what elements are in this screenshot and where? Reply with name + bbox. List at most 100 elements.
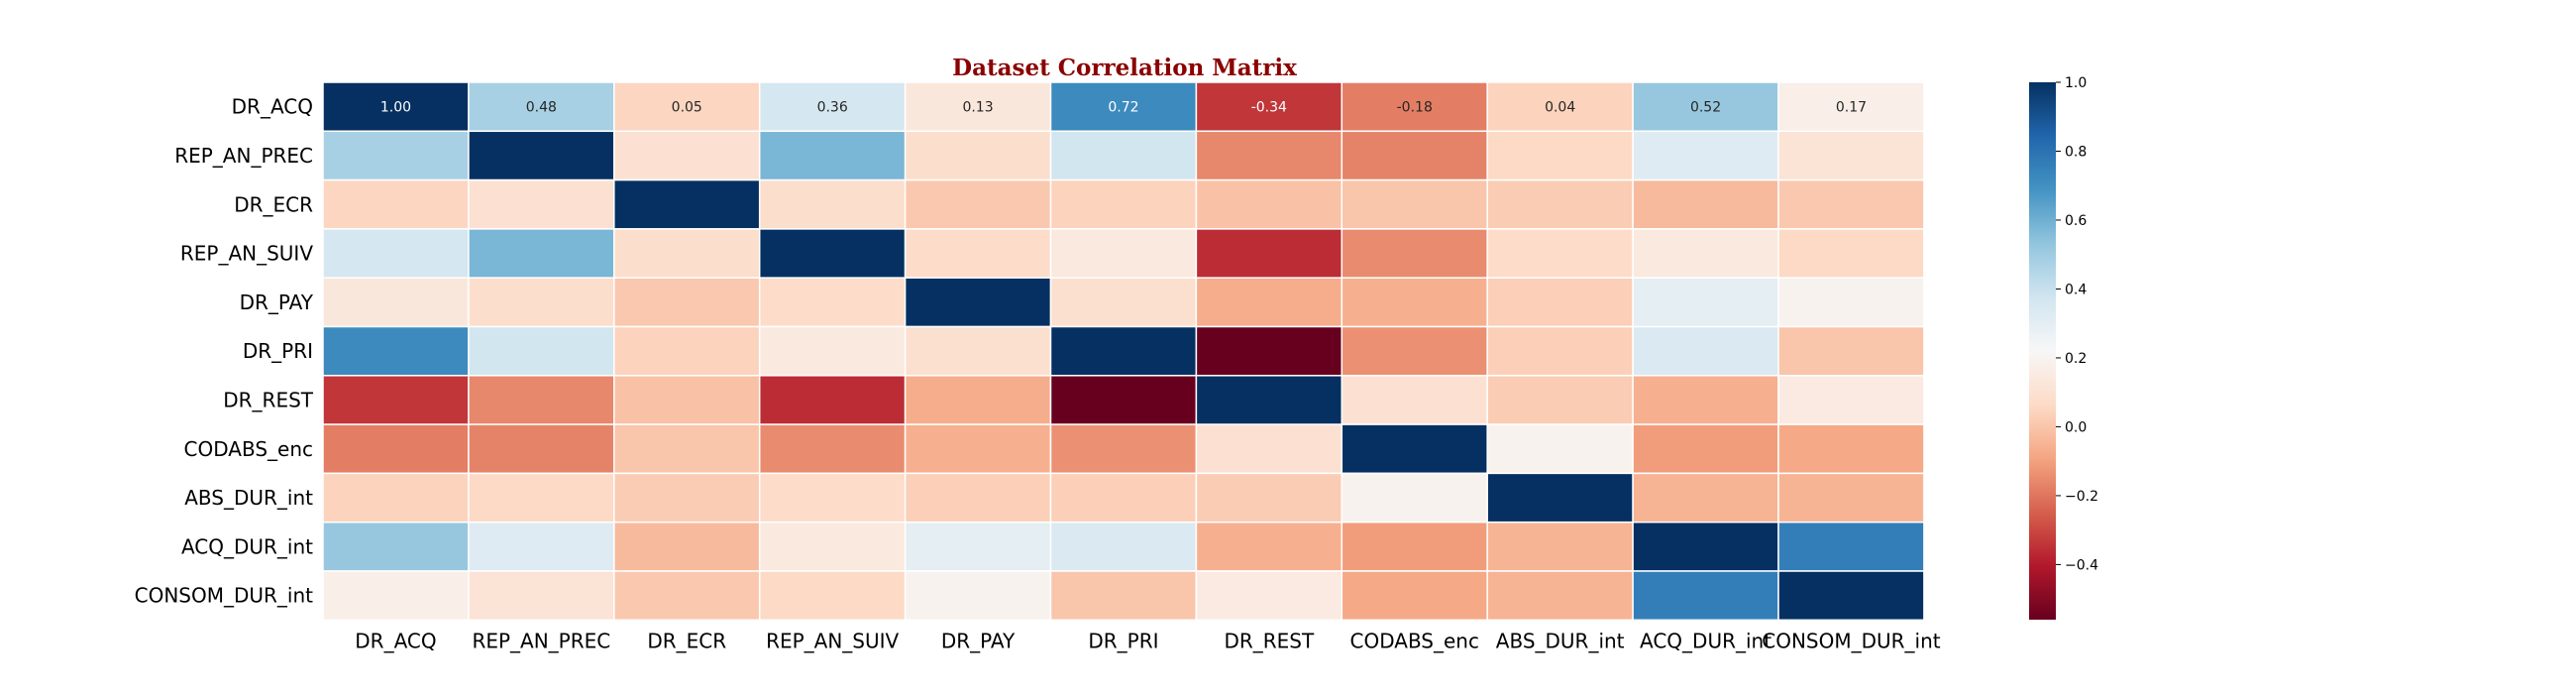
heatmap-cell-CONSOM_DUR_int-DR_PAY [904, 570, 1052, 622]
heatmap-cell-REP_AN_PREC-DR_ACQ [322, 130, 470, 181]
heatmap-cell-ACQ_DUR_int-DR_ACQ [322, 521, 470, 572]
heatmap-cell-ACQ_DUR_int-DR_REST [1195, 521, 1343, 572]
colorbar-tick-label: 1.0 [2065, 75, 2087, 91]
heatmap-cell-ABS_DUR_int-DR_ACQ [322, 472, 470, 524]
heatmap-cell-CODABS_enc-DR_REST [1195, 423, 1343, 475]
heatmap-cell-DR_ACQ-DR_ECR [613, 81, 761, 133]
heatmap-cell-DR_ACQ-DR_ACQ [322, 81, 470, 133]
colorbar-gradient [2029, 82, 2056, 620]
heatmap-cell-REP_AN_PREC-REP_AN_SUIV [758, 130, 907, 181]
heatmap-cell-CONSOM_DUR_int-DR_REST [1195, 570, 1343, 622]
heatmap-cell-REP_AN_PREC-ABS_DUR_int [1486, 130, 1634, 181]
heatmap-cell-REP_AN_SUIV-DR_PRI [1049, 228, 1198, 279]
heatmap-cells: 1.00 0.48 0.05 0.36 0.13 0.72 -0.34 -0.18 0.04 0.… [322, 81, 1925, 622]
heatmap-cell-DR_REST-ACQ_DUR_int [1632, 375, 1779, 425]
heatmap-cell-DR_PRI-DR_ECR [613, 325, 761, 377]
heatmap-cell-DR_PAY-CODABS_enc [1341, 277, 1488, 328]
colorbar-tick-label: 0.0 [2065, 419, 2087, 435]
heatmap-cell-DR_ECR-DR_REST [1195, 178, 1343, 230]
heatmap-cell-ACQ_DUR_int-CONSOM_DUR_int [1777, 521, 1925, 572]
heatmap-cell-DR_REST-REP_AN_PREC [468, 375, 615, 425]
heatmap-cell-CONSOM_DUR_int-CODABS_enc [1341, 570, 1488, 622]
column-label: REP_AN_SUIV [766, 629, 899, 652]
heatmap-cell-DR_PAY-ACQ_DUR_int [1632, 277, 1779, 328]
heatmap-cell-DR_ECR-ACQ_DUR_int [1632, 178, 1779, 230]
heatmap-cell-REP_AN_SUIV-CODABS_enc [1341, 228, 1488, 279]
cell-value-label: 0.72 [1108, 100, 1138, 116]
heatmap-cell-DR_REST-DR_REST [1195, 375, 1343, 425]
heatmap-cell-DR_PAY-DR_PRI [1049, 277, 1198, 328]
heatmap-cell-ACQ_DUR_int-DR_PRI [1049, 521, 1198, 572]
heatmap-cell-DR_ACQ-REP_AN_PREC [468, 81, 615, 133]
column-label: CONSOM_DUR_int [1762, 629, 1941, 652]
heatmap-cell-DR_REST-CODABS_enc [1341, 375, 1488, 425]
heatmap-cell-DR_PAY-DR_ACQ [322, 277, 470, 328]
heatmap-cell-REP_AN_SUIV-ACQ_DUR_int [1632, 228, 1779, 279]
heatmap-cell-ABS_DUR_int-CONSOM_DUR_int [1777, 472, 1925, 524]
heatmap-cell-REP_AN_SUIV-CONSOM_DUR_int [1777, 228, 1925, 279]
row-label: DR_ACQ [232, 95, 313, 119]
heatmap-cell-DR_ECR-DR_ACQ [322, 178, 470, 230]
heatmap-cell-CODABS_enc-ABS_DUR_int [1486, 423, 1634, 475]
colorbar-tick-label: 0.2 [2065, 351, 2087, 367]
column-label: CODABS_enc [1350, 629, 1479, 652]
heatmap-cell-CONSOM_DUR_int-REP_AN_PREC [468, 570, 615, 622]
heatmap-cell-REP_AN_SUIV-REP_AN_PREC [468, 228, 615, 279]
heatmap-cell-REP_AN_SUIV-DR_PAY [904, 228, 1052, 279]
heatmap-cell-CODABS_enc-ACQ_DUR_int [1632, 423, 1779, 475]
heatmap-cell-DR_ECR-REP_AN_SUIV [758, 178, 907, 230]
heatmap-cell-DR_ECR-DR_PAY [904, 178, 1052, 230]
heatmap-cell-ABS_DUR_int-DR_REST [1195, 472, 1343, 524]
heatmap-cell-ABS_DUR_int-REP_AN_PREC [468, 472, 615, 524]
cell-value-label: -0.18 [1397, 100, 1433, 116]
heatmap-cell-REP_AN_SUIV-DR_REST [1195, 228, 1343, 279]
heatmap-cell-DR_PAY-REP_AN_SUIV [758, 277, 907, 328]
heatmap-cell-ACQ_DUR_int-REP_AN_SUIV [758, 521, 907, 572]
cell-value-label: 0.52 [1690, 100, 1721, 116]
heatmap-cell-DR_PAY-REP_AN_PREC [468, 277, 615, 328]
column-label: DR_PRI [1088, 629, 1158, 652]
heatmap-cell-DR_ECR-CONSOM_DUR_int [1777, 178, 1925, 230]
cell-value-label: 0.05 [672, 100, 702, 116]
heatmap-cell-ACQ_DUR_int-ABS_DUR_int [1486, 521, 1634, 572]
heatmap-cell-DR_PRI-ACQ_DUR_int [1632, 325, 1779, 377]
row-label: DR_REST [223, 388, 314, 411]
heatmap-cell-REP_AN_PREC-DR_ECR [613, 130, 761, 181]
column-label: REP_AN_PREC [472, 629, 610, 652]
heatmap-cell-REP_AN_PREC-CONSOM_DUR_int [1777, 130, 1925, 181]
heatmap-cell-DR_ECR-REP_AN_PREC [468, 178, 615, 230]
heatmap-cell-CONSOM_DUR_int-CONSOM_DUR_int [1777, 570, 1925, 622]
cell-value-label: 1.00 [380, 100, 411, 116]
heatmap-cell-DR_PAY-DR_PAY [904, 277, 1052, 328]
heatmap-cell-CONSOM_DUR_int-ACQ_DUR_int [1632, 570, 1779, 622]
heatmap-cell-ACQ_DUR_int-REP_AN_PREC [468, 521, 615, 572]
heatmap-cell-DR_ACQ-DR_PRI [1049, 81, 1198, 133]
heatmap-cell-DR_ECR-DR_PRI [1049, 178, 1198, 230]
heatmap-cell-DR_REST-DR_PAY [904, 375, 1052, 425]
heatmap-cell-CODABS_enc-DR_ACQ [322, 423, 470, 475]
cell-value-label: 0.13 [962, 100, 993, 116]
heatmap-cell-ABS_DUR_int-CODABS_enc [1341, 472, 1488, 524]
column-label: DR_ECR [647, 629, 726, 652]
column-label: ACQ_DUR_int [1640, 629, 1771, 652]
column-label: DR_REST [1224, 629, 1315, 652]
colorbar: 1.0 0.8 0.6 0.4 0.2 0.0 −0.2 −0.4 [2029, 75, 2098, 620]
heatmap-cell-ABS_DUR_int-DR_ECR [613, 472, 761, 524]
heatmap-cell-REP_AN_PREC-DR_PRI [1049, 130, 1198, 181]
heatmap-cell-CONSOM_DUR_int-ABS_DUR_int [1486, 570, 1634, 622]
heatmap-cell-DR_REST-DR_PRI [1049, 375, 1198, 425]
heatmap-cell-DR_PRI-CODABS_enc [1341, 325, 1488, 377]
heatmap-cell-DR_REST-DR_ACQ [322, 375, 470, 425]
heatmap-cell-DR_ACQ-CONSOM_DUR_int [1777, 81, 1925, 133]
cell-value-label: 0.36 [817, 100, 848, 116]
heatmap-cell-ABS_DUR_int-ACQ_DUR_int [1632, 472, 1779, 524]
heatmap-cell-REP_AN_SUIV-ABS_DUR_int [1486, 228, 1634, 279]
heatmap-cell-DR_REST-DR_ECR [613, 375, 761, 425]
row-label: DR_PRI [243, 339, 313, 363]
row-label: CODABS_enc [184, 437, 313, 461]
row-label: DR_ECR [234, 192, 313, 216]
heatmap-cell-DR_REST-ABS_DUR_int [1486, 375, 1634, 425]
heatmap-cell-CODABS_enc-CODABS_enc [1341, 423, 1488, 475]
heatmap-cell-DR_PRI-ABS_DUR_int [1486, 325, 1634, 377]
